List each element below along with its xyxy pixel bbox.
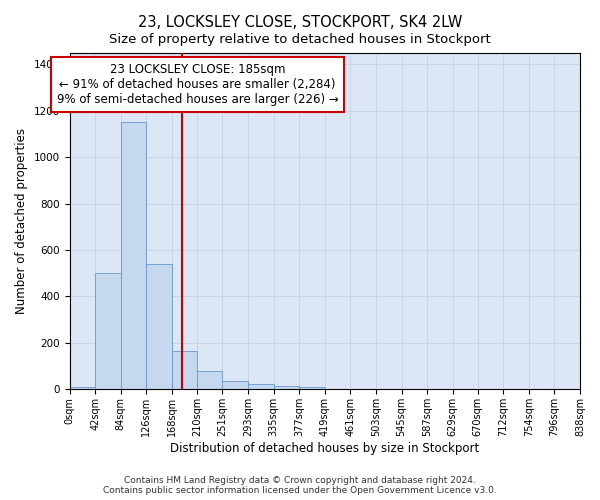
Text: Contains HM Land Registry data © Crown copyright and database right 2024.
Contai: Contains HM Land Registry data © Crown c…	[103, 476, 497, 495]
Bar	[146, 264, 172, 390]
Bar	[299, 387, 325, 390]
Bar	[95, 273, 121, 390]
Bar	[121, 122, 146, 390]
Bar	[70, 387, 95, 390]
Y-axis label: Number of detached properties: Number of detached properties	[15, 128, 28, 314]
Bar	[223, 382, 248, 390]
Text: 23, LOCKSLEY CLOSE, STOCKPORT, SK4 2LW: 23, LOCKSLEY CLOSE, STOCKPORT, SK4 2LW	[138, 15, 462, 30]
Text: Size of property relative to detached houses in Stockport: Size of property relative to detached ho…	[109, 32, 491, 46]
Bar	[197, 371, 223, 390]
Bar	[172, 351, 197, 390]
Bar	[274, 386, 299, 390]
Text: 23 LOCKSLEY CLOSE: 185sqm
← 91% of detached houses are smaller (2,284)
9% of sem: 23 LOCKSLEY CLOSE: 185sqm ← 91% of detac…	[56, 63, 338, 106]
X-axis label: Distribution of detached houses by size in Stockport: Distribution of detached houses by size …	[170, 442, 479, 455]
Bar	[248, 384, 274, 390]
